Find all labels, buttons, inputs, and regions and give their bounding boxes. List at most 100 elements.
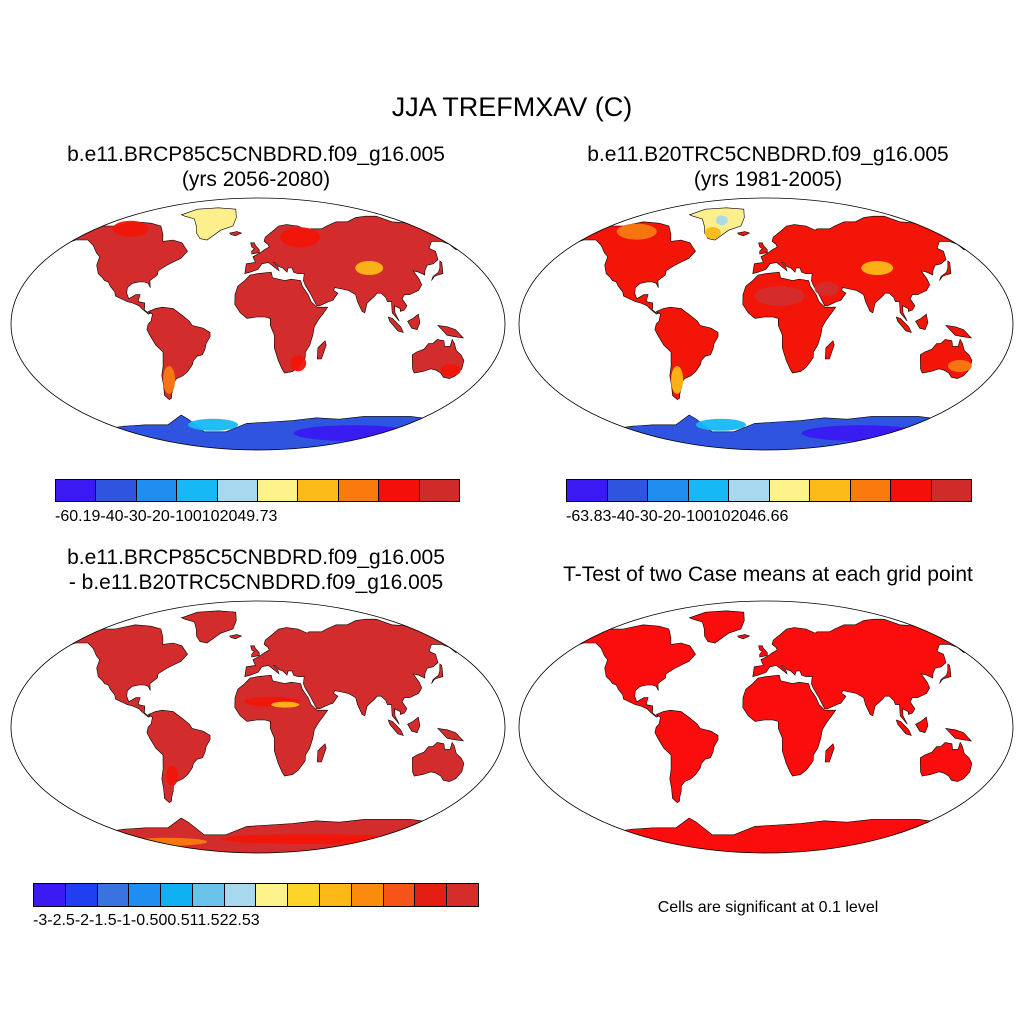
landmass-indonesia-sumatra bbox=[895, 316, 912, 333]
colorbar-label: -20 bbox=[146, 508, 170, 525]
panel-title-top-right-line1: b.e11.B20TRC5CNBDRD.f09_g16.005 bbox=[587, 143, 949, 166]
colorbar-top-left-labels: -60.19-40-30-20-100102049.73 bbox=[55, 508, 460, 528]
landmass-indonesia-borneo bbox=[915, 313, 929, 330]
landmass-new-guinea bbox=[944, 324, 973, 339]
colorbar-label: 3 bbox=[250, 912, 260, 929]
landmass-north-america bbox=[56, 624, 188, 718]
landmass-japan bbox=[431, 663, 444, 684]
landmass-indonesia-sumatra bbox=[387, 316, 404, 333]
landmass-north-america bbox=[564, 624, 696, 718]
shading-patch bbox=[355, 261, 384, 275]
panel-title-bottom-left-line1: b.e11.BRCP85C5CNBDRD.f09_g16.005 bbox=[67, 546, 445, 569]
landmass-north-america bbox=[564, 221, 696, 315]
colorbar-swatch bbox=[810, 480, 851, 501]
shading-patch bbox=[219, 834, 400, 844]
shading-patch bbox=[280, 227, 321, 248]
landmass-madagascar bbox=[824, 743, 835, 763]
landmass-japan bbox=[431, 260, 444, 281]
colorbar-swatch bbox=[177, 480, 218, 501]
colorbar-swatch bbox=[607, 480, 648, 501]
landmass-south-america bbox=[146, 306, 211, 400]
landmass-madagascar bbox=[824, 340, 835, 360]
colorbar-swatch bbox=[65, 884, 98, 906]
colorbar-label: 10 bbox=[712, 508, 731, 525]
colorbar-top-left bbox=[55, 479, 460, 502]
shading-patch bbox=[715, 215, 728, 226]
landmass-iceland bbox=[229, 634, 243, 640]
landmass-greenland bbox=[180, 207, 237, 241]
colorbar-swatch bbox=[224, 884, 257, 906]
colorbar-top-right bbox=[566, 479, 972, 502]
significance-note: Cells are significant at 0.1 level bbox=[657, 899, 879, 916]
colorbar-swatch bbox=[688, 480, 729, 501]
colorbar-label: 20 bbox=[219, 508, 238, 525]
shading-patch bbox=[112, 220, 149, 237]
colorbar-swatch bbox=[769, 480, 810, 501]
landmass-new-guinea bbox=[944, 727, 973, 742]
colorbar-swatch bbox=[34, 884, 66, 906]
landmass-indonesia-borneo bbox=[407, 313, 421, 330]
colorbar-label: 1.5 bbox=[197, 912, 220, 929]
landmass-greenland bbox=[688, 207, 745, 241]
landmass-greenland bbox=[688, 610, 745, 644]
colorbar-swatch bbox=[379, 480, 420, 501]
landmass-australia bbox=[411, 741, 465, 782]
landmass-new-guinea bbox=[436, 324, 465, 339]
panel-title-top-right-line2: (yrs 1981-2005) bbox=[693, 168, 843, 191]
colorbar-swatch bbox=[217, 480, 259, 501]
shading-patch bbox=[293, 425, 414, 442]
colorbar-label: -60.19 bbox=[55, 508, 101, 525]
shading-patch bbox=[704, 227, 721, 239]
landmass-africa bbox=[742, 674, 837, 777]
colorbar-label: -10 bbox=[169, 508, 193, 525]
colorbar-label: -40 bbox=[100, 508, 124, 525]
shading-patch bbox=[117, 262, 138, 274]
colorbar-label: -10 bbox=[680, 508, 704, 525]
map-bottom-left bbox=[10, 600, 506, 854]
shading-patch bbox=[671, 366, 684, 394]
landmass-greenland bbox=[180, 610, 237, 644]
landmass-iceland bbox=[229, 231, 243, 237]
colorbar-swatch bbox=[338, 480, 380, 501]
colorbar-label: 49.73 bbox=[237, 508, 278, 525]
landmass-new-guinea bbox=[436, 727, 465, 742]
landmass-eurasia bbox=[244, 618, 470, 725]
colorbar-swatch bbox=[891, 480, 932, 501]
colorbar-swatch bbox=[97, 884, 130, 906]
panel-title-top-left-line2: (yrs 2056-2080) bbox=[181, 168, 331, 191]
landmass-uk bbox=[758, 242, 768, 255]
colorbar-swatch bbox=[256, 884, 289, 906]
landmass-australia bbox=[919, 741, 973, 782]
shading-patch bbox=[166, 766, 178, 786]
map-bottom-right bbox=[518, 600, 1014, 854]
colorbar-swatch bbox=[729, 480, 770, 501]
colorbar-swatch bbox=[129, 884, 162, 906]
colorbar-swatch bbox=[567, 480, 608, 501]
colorbar-label: 0 bbox=[703, 508, 713, 525]
colorbar-top-right-labels: -63.83-40-30-20-100102046.66 bbox=[566, 508, 972, 528]
colorbar-label: 2.5 bbox=[228, 912, 251, 929]
shading-patch bbox=[127, 837, 208, 846]
colorbar-swatch bbox=[415, 884, 448, 906]
colorbar-label: -3 bbox=[33, 912, 48, 929]
landmass-south-america bbox=[654, 306, 719, 400]
colorbar-label: 0 bbox=[158, 912, 168, 929]
colorbar-label: 2 bbox=[219, 912, 229, 929]
colorbar-bottom-left-labels: -3-2.5-2-1.5-1-0.500.511.522.53 bbox=[33, 912, 479, 932]
colorbar-label: 0 bbox=[192, 508, 202, 525]
shading-patch bbox=[271, 701, 300, 708]
landmass-indonesia-borneo bbox=[915, 716, 929, 733]
shading-patch bbox=[801, 425, 922, 442]
colorbar-label: -1 bbox=[116, 912, 131, 929]
shading-patch bbox=[696, 418, 746, 431]
landmass-iceland bbox=[737, 231, 751, 237]
shading-patch bbox=[440, 364, 461, 377]
shading-patch bbox=[861, 261, 894, 275]
landmass-indonesia-sumatra bbox=[387, 719, 404, 736]
colorbar-swatch bbox=[192, 884, 225, 906]
landmass-indonesia-borneo bbox=[407, 716, 421, 733]
colorbar-swatch bbox=[447, 884, 478, 906]
colorbar-label: 0.5 bbox=[167, 912, 190, 929]
panel-title-top-left: b.e11.BRCP85C5CNBDRD.f09_g16.005 (yrs 20… bbox=[6, 142, 506, 192]
panel-title-top-left-line1: b.e11.BRCP85C5CNBDRD.f09_g16.005 bbox=[67, 143, 445, 166]
